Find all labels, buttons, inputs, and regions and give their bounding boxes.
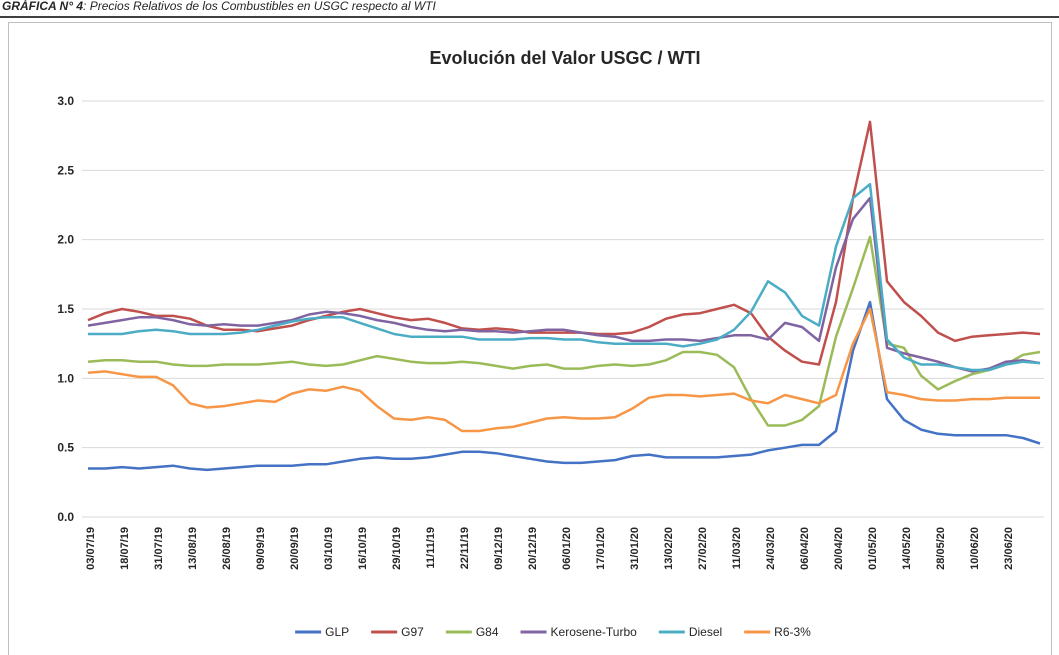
y-tick-label: 2.0 <box>57 233 74 247</box>
chart-title: Evolución del Valor USGC / WTI <box>429 48 700 68</box>
x-tick-label: 14/05/20 <box>901 527 913 570</box>
x-tick-label: 22/11/19 <box>459 527 471 569</box>
x-tick-label: 06/04/20 <box>799 527 811 570</box>
x-tick-label: 20/12/19 <box>527 527 539 570</box>
x-tick-label: 09/12/19 <box>493 527 505 570</box>
series-line <box>88 300 1041 472</box>
x-tick-label: 31/07/19 <box>153 527 165 570</box>
legend-label: G97 <box>401 625 424 639</box>
x-tick-label: 29/10/19 <box>391 527 403 570</box>
x-tick-label: 20/09/19 <box>289 527 301 570</box>
header-text: : Precios Relativos de los Combustibles … <box>83 0 436 13</box>
series-line <box>87 235 1041 427</box>
x-tick-label: 26/08/19 <box>221 527 233 570</box>
legend-label: Diesel <box>689 625 722 639</box>
x-tick-label: 24/03/20 <box>765 527 777 570</box>
x-tick-label: 27/02/20 <box>697 527 709 570</box>
y-tick-label: 1.0 <box>57 371 74 385</box>
series-line <box>88 182 1041 372</box>
x-tick-label: 10/06/20 <box>969 527 981 570</box>
x-tick-label: 18/07/19 <box>119 527 131 570</box>
x-tick-label: 09/09/19 <box>255 527 267 570</box>
x-tick-label: 06/01/20 <box>561 527 573 570</box>
y-tick-label: 0.5 <box>57 441 74 455</box>
x-tick-label: 23/06/20 <box>1003 527 1015 570</box>
legend-label: G84 <box>476 625 499 639</box>
x-tick-label: 13/08/19 <box>187 527 199 570</box>
legend-label: GLP <box>325 625 349 639</box>
page-header: GRÁFICA N° 4: Precios Relativos de los C… <box>2 0 436 13</box>
y-tick-label: 0.0 <box>57 510 74 524</box>
x-tick-label: 17/01/20 <box>595 527 607 570</box>
x-tick-label: 11/11/19 <box>425 527 437 569</box>
y-tick-label: 3.0 <box>57 94 74 108</box>
x-tick-label: 28/05/20 <box>935 527 947 570</box>
header-label: GRÁFICA N° 4 <box>2 0 83 13</box>
legend-label: Kerosene-Turbo <box>551 625 638 639</box>
series-line <box>87 307 1040 433</box>
x-tick-label: 20/04/20 <box>833 527 845 570</box>
x-tick-label: 31/01/20 <box>629 527 641 570</box>
x-tick-label: 13/02/20 <box>663 527 675 570</box>
x-tick-label: 03/07/19 <box>85 527 97 570</box>
x-tick-label: 16/10/19 <box>357 527 369 570</box>
y-tick-label: 1.5 <box>57 302 74 316</box>
legend-label: R6-3% <box>774 625 811 639</box>
chart-frame <box>8 22 1052 655</box>
series-line <box>87 120 1041 366</box>
y-tick-label: 2.5 <box>57 163 74 177</box>
x-tick-label: 11/03/20 <box>731 527 743 569</box>
x-tick-label: 01/05/20 <box>867 527 879 570</box>
x-tick-label: 03/10/19 <box>323 527 335 570</box>
